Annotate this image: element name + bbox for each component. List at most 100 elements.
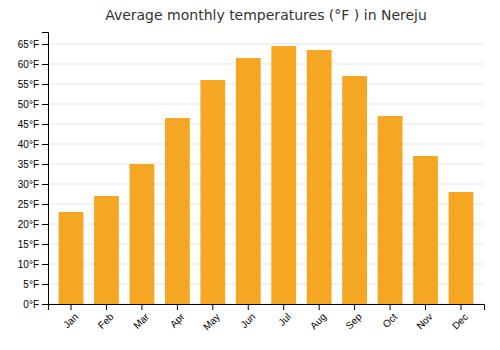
grid-line bbox=[48, 84, 484, 85]
tick-mark bbox=[283, 304, 284, 310]
tick-mark bbox=[42, 184, 48, 185]
tick-mark bbox=[71, 304, 72, 310]
tick-label: 35°F bbox=[18, 159, 39, 170]
tick-label: 60°F bbox=[18, 59, 39, 70]
x-tick: Mar bbox=[131, 304, 151, 331]
tick-mark bbox=[319, 304, 320, 310]
tick-label: 0°F bbox=[23, 299, 39, 310]
y-tick: 5°F bbox=[23, 279, 48, 290]
x-tick: Apr bbox=[168, 304, 187, 330]
bars bbox=[59, 46, 474, 304]
x-tick: Sep bbox=[343, 304, 364, 331]
tick-mark bbox=[42, 44, 48, 45]
y-tick: 65°F bbox=[18, 39, 48, 50]
tick-label: Apr bbox=[168, 311, 187, 330]
x-tick: Oct bbox=[380, 304, 399, 330]
tick-label: 15°F bbox=[18, 239, 39, 250]
bar bbox=[200, 80, 225, 304]
y-tick: 10°F bbox=[18, 259, 48, 270]
bar bbox=[236, 58, 261, 304]
tick-mark bbox=[354, 304, 355, 310]
tick-mark bbox=[106, 304, 107, 310]
axis-line bbox=[42, 33, 49, 305]
tick-label: Jan bbox=[61, 311, 80, 330]
tick-label: 25°F bbox=[18, 199, 39, 210]
tick-mark bbox=[42, 264, 48, 265]
bar bbox=[165, 118, 190, 304]
tick-mark bbox=[42, 204, 48, 205]
tick-label: 65°F bbox=[18, 39, 39, 50]
y-axis: 0°F 5°F 10°F 15°F 20°F 25°F 30°F 35°F 40°F 45°F 50… bbox=[18, 33, 49, 310]
x-tick: May bbox=[201, 304, 222, 332]
tick-label: 30°F bbox=[18, 179, 39, 190]
bar bbox=[378, 116, 403, 304]
tick-label: Aug bbox=[308, 311, 328, 331]
grid bbox=[48, 44, 484, 304]
tick-label: Nov bbox=[414, 311, 434, 331]
tick-mark bbox=[42, 124, 48, 125]
bar bbox=[307, 50, 332, 304]
tick-label: Jul bbox=[276, 311, 293, 328]
y-tick: 40°F bbox=[18, 139, 48, 150]
tick-label: 45°F bbox=[18, 119, 39, 130]
tick-label: Oct bbox=[380, 311, 399, 330]
y-tick: 60°F bbox=[18, 59, 48, 70]
tick-mark bbox=[42, 224, 48, 225]
bar bbox=[130, 164, 155, 304]
bar bbox=[342, 76, 367, 304]
x-tick: Feb bbox=[96, 304, 116, 331]
tick-mark bbox=[460, 304, 461, 310]
tick-mark bbox=[248, 304, 249, 310]
tick-mark bbox=[212, 304, 213, 310]
grid-line bbox=[48, 144, 484, 145]
y-tick: 35°F bbox=[18, 159, 48, 170]
axis-line bbox=[49, 305, 485, 311]
tick-label: 40°F bbox=[18, 139, 39, 150]
grid-line bbox=[48, 104, 484, 105]
tick-label: Sep bbox=[343, 311, 364, 332]
title: Average monthly temperatures (°F ) in Ne… bbox=[105, 7, 427, 23]
tick-label: 50°F bbox=[18, 99, 39, 110]
x-tick: Jun bbox=[238, 304, 257, 330]
bar bbox=[413, 156, 438, 304]
tick-mark bbox=[425, 304, 426, 310]
x-tick: Jan bbox=[61, 304, 80, 330]
y-tick: 50°F bbox=[18, 99, 48, 110]
y-tick: 30°F bbox=[18, 179, 48, 190]
tick-mark bbox=[42, 84, 48, 85]
bar bbox=[449, 192, 474, 304]
x-tick: Jul bbox=[276, 304, 293, 328]
tick-mark bbox=[42, 284, 48, 285]
tick-mark bbox=[42, 164, 48, 165]
tick-label: Dec bbox=[450, 311, 470, 331]
chart: 0°F 5°F 10°F 15°F 20°F 25°F 30°F 35°F 40°F 45°F 50… bbox=[0, 0, 500, 350]
bar bbox=[59, 212, 84, 304]
tick-label: 10°F bbox=[18, 259, 39, 270]
y-tick: 55°F bbox=[18, 79, 48, 90]
tick-label: Mar bbox=[131, 311, 151, 331]
tick-mark bbox=[42, 304, 48, 305]
grid-line bbox=[48, 44, 484, 45]
y-tick: 45°F bbox=[18, 119, 48, 130]
tick-label: Feb bbox=[96, 311, 116, 331]
tick-mark bbox=[177, 304, 178, 310]
tick-mark bbox=[141, 304, 142, 310]
y-tick: 20°F bbox=[18, 219, 48, 230]
tick-label: 5°F bbox=[23, 279, 39, 290]
x-tick: Dec bbox=[450, 304, 470, 331]
grid-line bbox=[48, 124, 484, 125]
y-tick: 0°F bbox=[23, 299, 48, 310]
plot: 0°F 5°F 10°F 15°F 20°F 25°F 30°F 35°F 40°F 45°F 50… bbox=[18, 33, 485, 333]
bar bbox=[94, 196, 119, 304]
tick-mark bbox=[390, 304, 391, 310]
x-axis: Jan Feb Mar Apr May Jun Jul Aug Sep Oct Nov Dec bbox=[49, 304, 485, 332]
bar bbox=[271, 46, 296, 304]
y-tick: 25°F bbox=[18, 199, 48, 210]
tick-label: Jun bbox=[238, 311, 257, 330]
x-tick: Nov bbox=[414, 304, 434, 331]
tick-label: May bbox=[201, 311, 222, 332]
x-tick: Aug bbox=[308, 304, 328, 331]
y-tick: 15°F bbox=[18, 239, 48, 250]
grid-line bbox=[48, 64, 484, 65]
tick-mark bbox=[42, 244, 48, 245]
